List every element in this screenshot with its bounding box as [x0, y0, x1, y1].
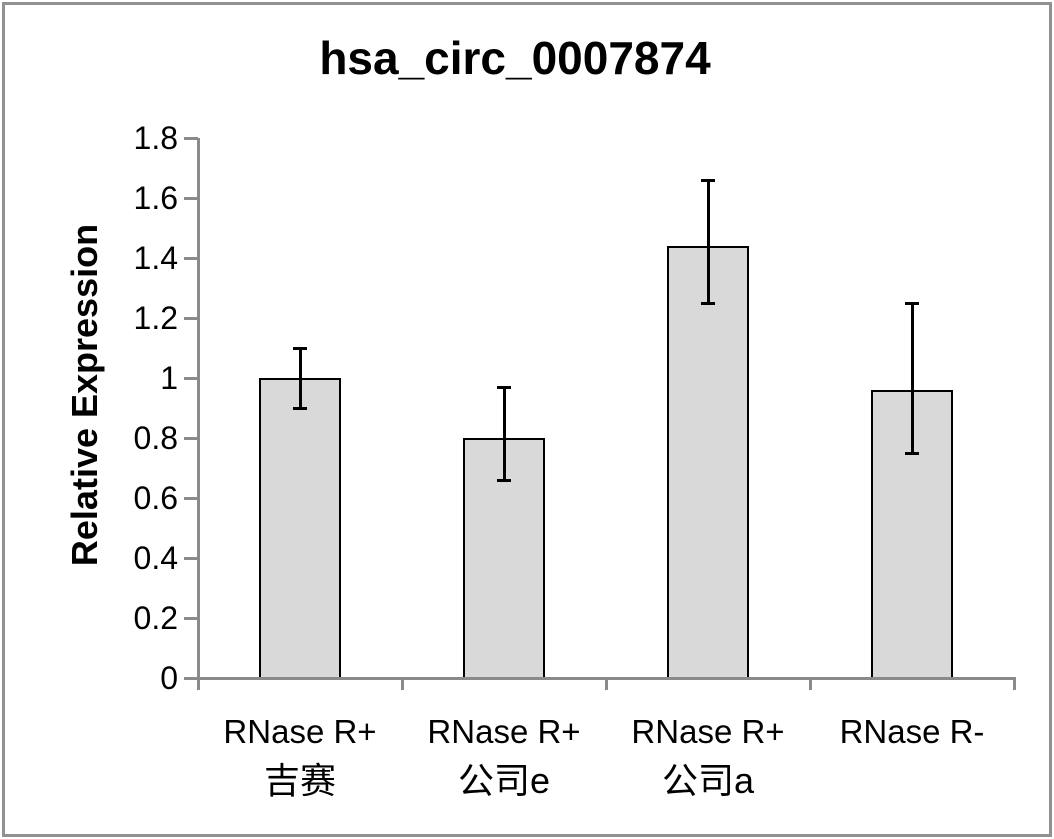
error-bar-line: [706, 180, 710, 303]
y-axis-tick: [184, 436, 198, 440]
y-axis-tick: [184, 676, 198, 680]
y-axis-tick: [184, 316, 198, 320]
chart-title: hsa_circ_0007874: [319, 32, 711, 84]
y-axis-tick-label: 1.2: [133, 300, 178, 336]
x-axis-tick: [196, 678, 200, 690]
x-axis-tick: [808, 678, 812, 690]
x-axis-category-label: RNase R+ 公司e: [402, 708, 606, 806]
x-axis-tick: [1012, 678, 1016, 690]
error-bar-cap-top: [293, 346, 307, 350]
y-axis-tick: [184, 376, 198, 380]
error-bar-cap-bottom: [293, 406, 307, 410]
y-axis-tick-label: 0.6: [133, 480, 178, 516]
error-bar-cap-top: [497, 385, 511, 389]
y-axis-tick: [184, 616, 198, 620]
error-bar-line: [910, 303, 914, 453]
y-axis-tick-label: 0: [160, 660, 178, 696]
x-label-line1: RNase R+: [631, 713, 785, 750]
x-axis-tick: [400, 678, 404, 690]
error-bar-cap-bottom: [497, 478, 511, 482]
y-axis-tick-label: 0.8: [133, 420, 178, 456]
error-bar-cap-top: [905, 301, 919, 305]
bar: [667, 246, 749, 679]
y-axis-tick: [184, 136, 198, 140]
x-label-line1: RNase R-: [839, 713, 985, 750]
y-axis-tick: [184, 496, 198, 500]
error-bar-line: [502, 387, 506, 480]
y-axis-tick-label: 1.4: [133, 240, 178, 276]
x-axis-category-label: RNase R+ 吉赛: [198, 708, 402, 806]
x-label-line1: RNase R+: [223, 713, 377, 750]
x-label-line2: 吉赛: [263, 760, 336, 801]
y-axis-line: [196, 138, 200, 680]
error-bar-cap-top: [701, 178, 715, 182]
x-axis-tick: [604, 678, 608, 690]
y-axis-tick-label: 1: [160, 360, 178, 396]
y-axis-tick-label: 1.6: [133, 180, 178, 216]
y-axis-tick: [184, 256, 198, 260]
y-axis-tick-label: 0.2: [133, 600, 178, 636]
x-axis-category-label: RNase R-: [810, 708, 1014, 756]
y-axis-tick-label: 0.4: [133, 540, 178, 576]
x-label-line1: RNase R+: [427, 713, 581, 750]
x-label-line2: 公司e: [457, 760, 551, 801]
error-bar-cap-bottom: [701, 301, 715, 305]
y-axis-tick-label: 1.8: [133, 120, 178, 156]
x-axis-category-label: RNase R+ 公司a: [606, 708, 810, 806]
error-bar-line: [298, 348, 302, 408]
x-label-line2: 公司a: [661, 760, 755, 801]
error-bar-cap-bottom: [905, 451, 919, 455]
bar: [259, 378, 341, 679]
y-axis-tick: [184, 556, 198, 560]
y-axis-tick: [184, 196, 198, 200]
